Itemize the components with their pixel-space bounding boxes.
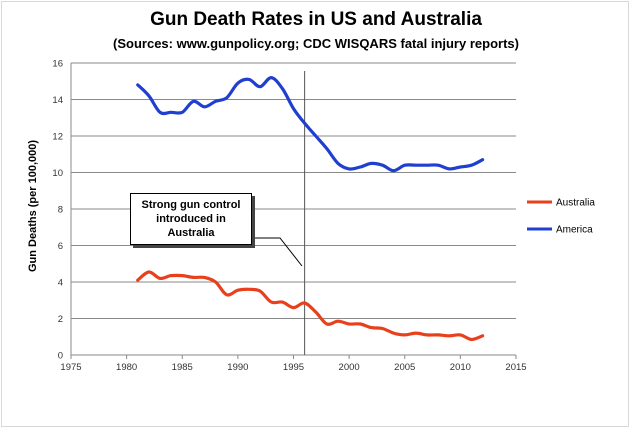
legend-label-australia: Australia <box>556 198 595 209</box>
y-tick-label: 8 <box>58 205 63 216</box>
annotation-box: Strong gun control introduced in Austral… <box>130 193 252 245</box>
y-tick-label: 14 <box>52 95 63 106</box>
y-tick-label: 16 <box>52 59 63 70</box>
x-tick-label: 2015 <box>505 362 526 373</box>
x-tick-label: 2010 <box>450 362 471 373</box>
legend-label-america: America <box>556 225 593 236</box>
annotation-lines <box>252 71 306 355</box>
x-tick-label: 1985 <box>172 362 193 373</box>
x-tick-label: 1990 <box>227 362 248 373</box>
y-tick-label: 6 <box>58 241 63 252</box>
chart-title: Gun Death Rates in US and Australia <box>150 9 482 30</box>
y-tick-label: 2 <box>58 314 63 325</box>
x-tick-label: 1975 <box>60 362 81 373</box>
annotation-leader <box>252 237 303 267</box>
series-lines <box>136 76 485 342</box>
x-tick-label: 2000 <box>339 362 360 373</box>
x-tick-label: 1980 <box>116 362 137 373</box>
legend: Australia America <box>527 198 595 236</box>
x-tick-label: 2005 <box>394 362 415 373</box>
y-tick-label: 0 <box>58 351 63 362</box>
y-tick-label: 10 <box>52 168 63 179</box>
series-line-australia <box>136 270 485 342</box>
series-line-america <box>136 76 485 173</box>
tick-labels: 0 2 4 6 8 10 12 14 16 1975 1980 1985 1990 1995 2000 200… <box>52 59 526 374</box>
chart-subtitle: (Sources: www.gunpolicy.org; CDC WISQARS… <box>113 36 519 51</box>
grid-lines <box>71 62 516 319</box>
x-tick-label: 1995 <box>283 362 304 373</box>
y-tick-label: 12 <box>52 132 63 143</box>
y-tick-label: 4 <box>58 278 63 289</box>
axes <box>70 63 517 359</box>
